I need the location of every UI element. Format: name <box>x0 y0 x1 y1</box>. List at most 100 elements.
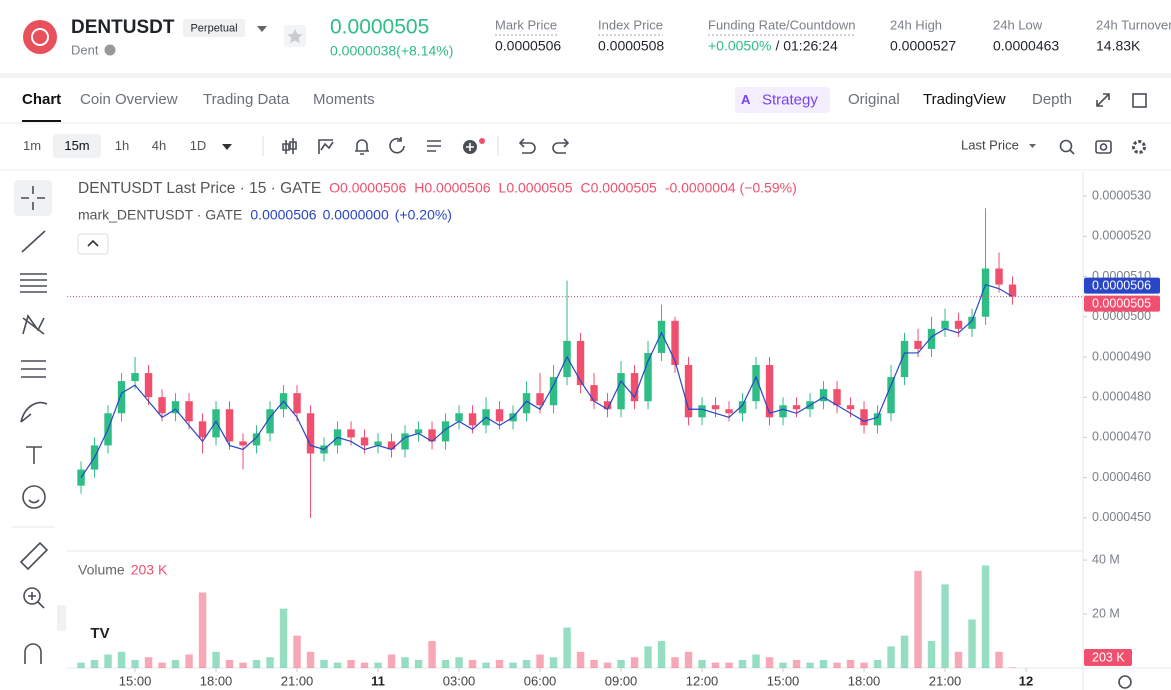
volume-bar <box>806 662 814 668</box>
info-icon[interactable] <box>104 44 116 56</box>
coin-name: Dent <box>71 42 99 57</box>
x-tick-label: 06:00 <box>524 673 557 688</box>
undo-icon[interactable] <box>518 138 536 154</box>
tab[interactable]: Chart <box>22 91 61 108</box>
strategy[interactable]: Strategy <box>762 91 818 108</box>
candle-body <box>819 389 828 402</box>
fullscreen-icon[interactable] <box>1096 93 1110 107</box>
price-source[interactable]: Last Price <box>961 137 1019 152</box>
volume-tag <box>1084 649 1132 666</box>
text-tool[interactable] <box>26 446 42 464</box>
candle-body <box>252 433 261 446</box>
symbol[interactable]: DENTUSDT <box>71 17 175 38</box>
add-dot <box>479 138 485 144</box>
candle-body <box>779 405 787 418</box>
tab[interactable]: Moments <box>313 91 375 108</box>
candle-body <box>914 340 922 349</box>
search-icon-handle <box>1069 149 1075 155</box>
candle-body <box>1008 284 1017 297</box>
volume-bar <box>630 657 639 668</box>
camera-icon[interactable] <box>1095 140 1112 154</box>
projection-tool[interactable] <box>21 360 46 378</box>
volume-bar <box>738 659 747 668</box>
stat-value: 0.0000527 <box>890 38 956 54</box>
emoji-tool[interactable] <box>22 485 46 509</box>
interval[interactable]: 1m <box>23 138 41 153</box>
candle-body <box>144 373 153 398</box>
volume-tick-label: 20 M <box>1092 606 1120 620</box>
volume-bar <box>576 651 585 668</box>
price-tag-label: 0.0000506 <box>1092 278 1151 292</box>
symbol-dropdown[interactable] <box>257 26 267 32</box>
view-mode[interactable]: Original <box>848 91 900 108</box>
candle-body <box>549 377 558 406</box>
interval-dropdown[interactable] <box>222 144 232 150</box>
view-mode[interactable]: Depth <box>1032 91 1072 108</box>
candle-icon[interactable] <box>282 138 297 154</box>
candle-body <box>765 365 774 418</box>
volume-readout: 203 K <box>131 562 168 578</box>
interval[interactable]: 4h <box>152 138 166 153</box>
candle-body <box>347 429 355 438</box>
candle-body <box>225 409 234 442</box>
view-mode[interactable]: TradingView <box>923 91 1006 108</box>
volume-bar <box>725 662 733 668</box>
price-change: 0.0000038(+8.14%) <box>330 43 453 59</box>
fib-tool[interactable] <box>20 273 47 293</box>
y-tick-label: 0.0000500 <box>1092 309 1151 323</box>
candle-body <box>752 365 760 402</box>
alert-icon[interactable] <box>355 139 369 155</box>
stat-label: Index Price <box>598 17 663 32</box>
axis-settings[interactable] <box>1118 675 1132 689</box>
magnet-tool[interactable] <box>24 643 42 664</box>
interval[interactable]: 1h <box>115 138 129 153</box>
candle-body <box>387 441 396 450</box>
tv-logo: TV <box>90 625 109 642</box>
candle-body <box>630 373 639 402</box>
collapse-arrow <box>87 239 99 247</box>
volume-bar <box>468 659 477 668</box>
volume-bar <box>347 659 355 668</box>
window-icon[interactable] <box>1132 93 1147 108</box>
mark-readout: 0.0000506 <box>250 207 316 223</box>
volume-bar <box>603 662 612 668</box>
candle-body <box>468 413 477 426</box>
redo-icon[interactable] <box>552 138 570 154</box>
price-source-dropdown[interactable] <box>1029 144 1036 148</box>
interval[interactable]: 15m <box>64 138 89 153</box>
zoom-tool[interactable] <box>23 587 41 605</box>
replay-icon[interactable] <box>389 137 405 154</box>
indicator-icon[interactable] <box>318 139 334 154</box>
volume-bar <box>900 635 909 668</box>
volume-bar <box>77 662 85 668</box>
candle-body <box>441 421 450 442</box>
brush-tool[interactable] <box>20 401 48 423</box>
x-tick-label: 11 <box>371 673 385 688</box>
interval[interactable]: 1D <box>190 138 207 153</box>
search-icon[interactable] <box>1059 139 1073 153</box>
template-icon[interactable] <box>427 140 441 152</box>
mark-readout: (+0.20%) <box>395 207 452 223</box>
candle-body <box>401 433 409 450</box>
line-tool[interactable] <box>21 230 46 253</box>
candle-body <box>900 340 909 378</box>
collapse-toolbar[interactable] <box>57 605 66 631</box>
candle-body <box>657 320 666 353</box>
ruler-tool[interactable] <box>19 541 49 571</box>
strategy-pill[interactable] <box>735 87 830 113</box>
volume-tick-label: 40 M <box>1092 552 1120 566</box>
panel-bg <box>0 78 1171 690</box>
candle-body <box>455 413 463 422</box>
crosshair-tool[interactable] <box>21 186 45 210</box>
volume-bar <box>617 659 625 668</box>
tab[interactable]: Coin Overview <box>80 91 178 108</box>
pattern-tool[interactable] <box>22 314 45 335</box>
stat-value: 0.0000508 <box>598 38 664 54</box>
volume-bar <box>158 662 166 668</box>
collapse-legend[interactable] <box>77 233 109 255</box>
volume-bar <box>698 659 706 668</box>
tab[interactable]: Trading Data <box>203 91 290 108</box>
candle-body <box>927 328 936 349</box>
settings-icon[interactable] <box>1132 140 1146 154</box>
volume-bar <box>765 657 774 668</box>
